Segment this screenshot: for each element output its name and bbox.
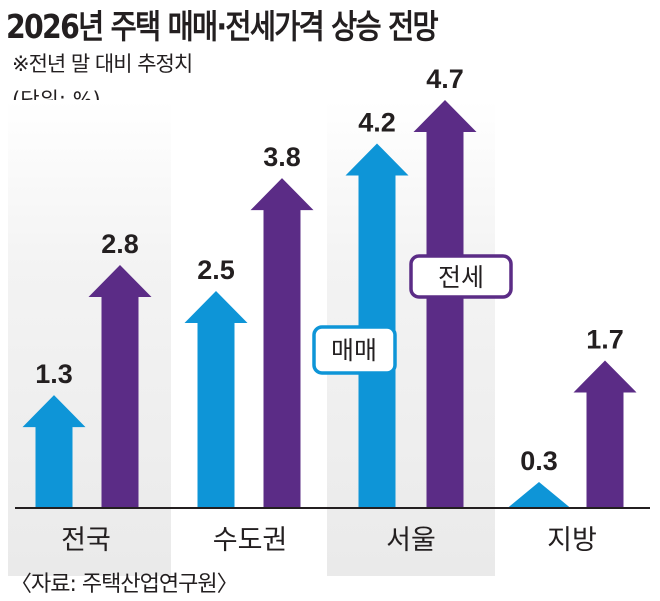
arrow-jeonse-1 [250, 178, 314, 508]
value-label-jeonse-3: 1.7 [586, 324, 624, 354]
source-note: 〈자료: 주택산업연구원〉 [10, 572, 239, 597]
chart-title: 2026년 주택 매매·전세가격 상승 전망 [6, 7, 439, 46]
value-label-maemae-0: 1.3 [35, 359, 73, 389]
category-label-2: 서울 [386, 525, 436, 556]
chart-subtitle: ※전년 말 대비 추정치 [12, 52, 193, 76]
value-label-jeonse-2: 4.7 [426, 64, 464, 94]
legend-maemae: 매매 [312, 325, 397, 375]
arrow-maemae-0 [22, 395, 86, 508]
value-label-jeonse-1: 3.8 [263, 142, 301, 172]
value-label-maemae-2: 4.2 [358, 107, 396, 137]
value-label-maemae-3: 0.3 [520, 446, 558, 476]
arrow-jeonse-0 [88, 264, 152, 508]
arrow-jeonse-2 [413, 100, 477, 508]
legend-jeonse: 전세 [409, 254, 513, 299]
arrow-maemae-3 [507, 481, 571, 508]
arrow-maemae-1 [184, 291, 248, 508]
arrow-jeonse-3 [573, 360, 637, 508]
category-label-1: 수도권 [213, 525, 288, 556]
value-label-jeonse-0: 2.8 [101, 229, 139, 259]
category-label-0: 전국 [61, 525, 111, 556]
category-band-jeonguk [8, 100, 171, 576]
category-label-3: 지방 [547, 525, 597, 556]
value-label-maemae-1: 2.5 [197, 255, 235, 285]
legend-label-maemae: 매매 [331, 336, 377, 365]
legend-label-jeonse: 전세 [438, 263, 484, 292]
